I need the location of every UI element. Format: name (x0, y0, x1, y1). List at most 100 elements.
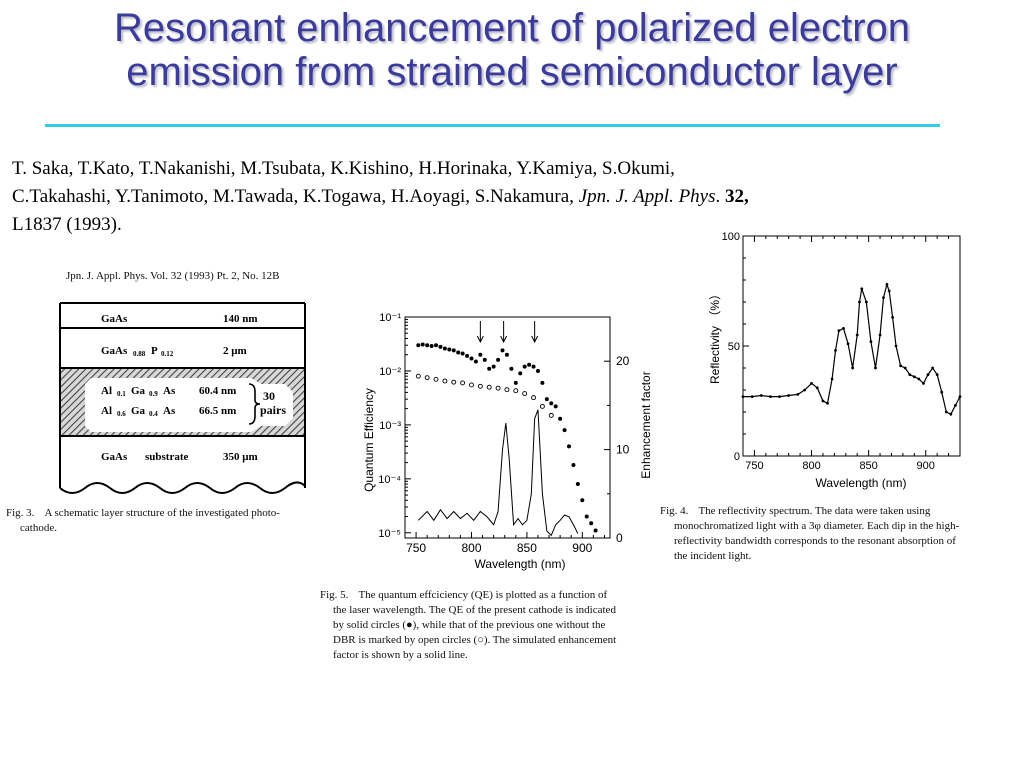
fig4-data-point (810, 382, 813, 385)
fig3-substrate-thickness: 350 μm (223, 451, 258, 463)
fig5-filled-circle (447, 347, 452, 352)
fig5-filled-circle (575, 482, 580, 487)
fig4-data-point (958, 395, 962, 398)
fig3-caption-line1: A schematic layer structure of the inves… (44, 507, 280, 519)
fig3-caption-line2: cathode. (20, 522, 57, 534)
fig4-data-point (860, 287, 864, 291)
fig3-gaasp-sub1: 0.88 (133, 350, 146, 358)
fig4-data-point (864, 300, 868, 304)
fig4-plot-frame (742, 235, 961, 457)
fig5-caption-line4: DBR is marked by open circles (○). The s… (333, 634, 617, 646)
fig5-open-circle (504, 387, 510, 393)
fig4-data-point (878, 333, 882, 337)
fig5-open-circle (531, 395, 536, 401)
fig5-filled-circle (478, 352, 483, 357)
fig5-filled-circle (500, 348, 505, 353)
fig5-filled-circle (522, 364, 527, 369)
fig4-data-point (882, 296, 885, 299)
fig4-x-tick-label: 850 (859, 460, 877, 472)
fig4-data-point (830, 377, 834, 381)
fig4-data-point (885, 283, 889, 286)
fig5-plot-frame (404, 316, 611, 539)
fig5-filled-circle (513, 380, 518, 385)
fig4-caption-line1: The reflectivity spectrum. The data were… (698, 505, 931, 517)
fig5-filled-circle (580, 498, 585, 503)
fig5-open-circle (469, 382, 474, 388)
fig3-pairs-label: pairs (260, 403, 286, 417)
fig4-reflectivity-line (743, 282, 961, 415)
fig4-y-tick-label: 0 (734, 451, 740, 463)
fig4-data-point (787, 394, 791, 397)
citation: T. Saka, T.Kato, T.Nakanishi, M.Tsubata,… (12, 155, 1012, 239)
fig5-y2-tick-label: 20 (616, 354, 630, 368)
fig5-open-circle (460, 380, 466, 386)
fig4-data-point (917, 377, 921, 381)
fig4-data-point (949, 412, 953, 416)
fig4-data-point (821, 399, 825, 403)
fig5-y-tick-label: 10⁻⁴ (378, 474, 401, 486)
journal-header: Jpn. J. Appl. Phys. Vol. 32 (1993) Pt. 2… (66, 270, 280, 282)
slide-title: Resonant enhancement of polarized electr… (0, 6, 1024, 94)
citation-authors-1: T. Saka, T.Kato, T.Nakanishi, M.Tsubata,… (12, 158, 675, 179)
fig5-filled-circle (442, 346, 447, 351)
fig3-gaasp-b: P (151, 345, 158, 357)
fig5-resonance-arrowhead (531, 335, 539, 344)
fig4-data-point (803, 388, 807, 392)
fig4-data-point (769, 395, 772, 398)
fig4-data-point (778, 395, 781, 398)
fig4-data-point (931, 366, 934, 370)
fig5-filled-circle (593, 528, 598, 533)
fig4-x-tick-label: 800 (802, 460, 820, 472)
fig4-xlabel: Wavelength (nm) (816, 476, 907, 490)
fig4-data-point (796, 393, 800, 396)
fig5-open-circle (442, 378, 448, 384)
fig5-filled-circle (544, 397, 549, 402)
fig5-filled-circle (567, 444, 571, 449)
fig4-ylabel: Reflectivity （%） (708, 288, 722, 384)
fig4-data-point (759, 394, 763, 397)
fig3-al2-a: Al (101, 405, 112, 417)
fig5-open-circle (548, 412, 554, 418)
fig4-data-point (891, 316, 895, 319)
fig5-caption-line2: the laser wavelength. The QE of the pres… (333, 604, 616, 616)
fig3-caption-label: Fig. 3. (6, 507, 35, 519)
fig5-resonance-arrowhead (500, 335, 508, 344)
fig5-filled-circle (571, 463, 576, 468)
fig5-filled-circle (438, 344, 443, 349)
fig5-filled-circle (425, 343, 430, 348)
fig4-data-point (954, 404, 957, 407)
fig5-filled-circle (469, 356, 474, 361)
fig5-filled-circle (451, 348, 456, 353)
fig5-filled-circle (491, 364, 496, 369)
fig4-data-point (922, 382, 925, 385)
fig5-y-tick-label: 10⁻¹ (379, 312, 401, 324)
fig5-x-tick-label: 750 (406, 541, 426, 555)
fig4-x-tick-label: 900 (917, 460, 935, 472)
fig5-caption-label: Fig. 5. (320, 589, 349, 601)
fig3-caption: Fig. 3. A schematic layer structure of th… (6, 506, 358, 536)
fig4-data-point (874, 366, 877, 370)
fig3-wavy-bottom (59, 481, 306, 494)
fig4-caption-line4: the incident light. (674, 550, 752, 562)
fig5-ylabel: Quantum Efficiency (362, 388, 376, 492)
fig4-data-point (940, 390, 944, 394)
fig5-filled-circle (473, 359, 478, 364)
fig4-data-point (899, 364, 903, 368)
fig3-pairs-brace (248, 383, 261, 425)
fig5-filled-circle (460, 351, 465, 356)
fig5-x-tick-label: 900 (572, 541, 592, 555)
fig5-open-circle (539, 403, 545, 409)
title-line-1: Resonant enhancement of polarized electr… (113, 6, 911, 50)
fig4-data-point (869, 340, 873, 343)
fig5-open-circle (522, 391, 528, 397)
fig5-filled-circle (558, 416, 563, 421)
fig3-al1-s2: 0.9 (149, 390, 158, 398)
fig4-data-point (750, 395, 754, 398)
fig3-al1-b: Ga (131, 385, 146, 397)
fig5-filled-circle (535, 368, 540, 373)
fig5-filled-circle (562, 428, 567, 433)
fig4-data-point (935, 373, 939, 376)
fig5-resonance-arrowhead (476, 335, 484, 344)
fig4-data-point (826, 401, 829, 405)
fig5-filled-circle (584, 514, 589, 519)
